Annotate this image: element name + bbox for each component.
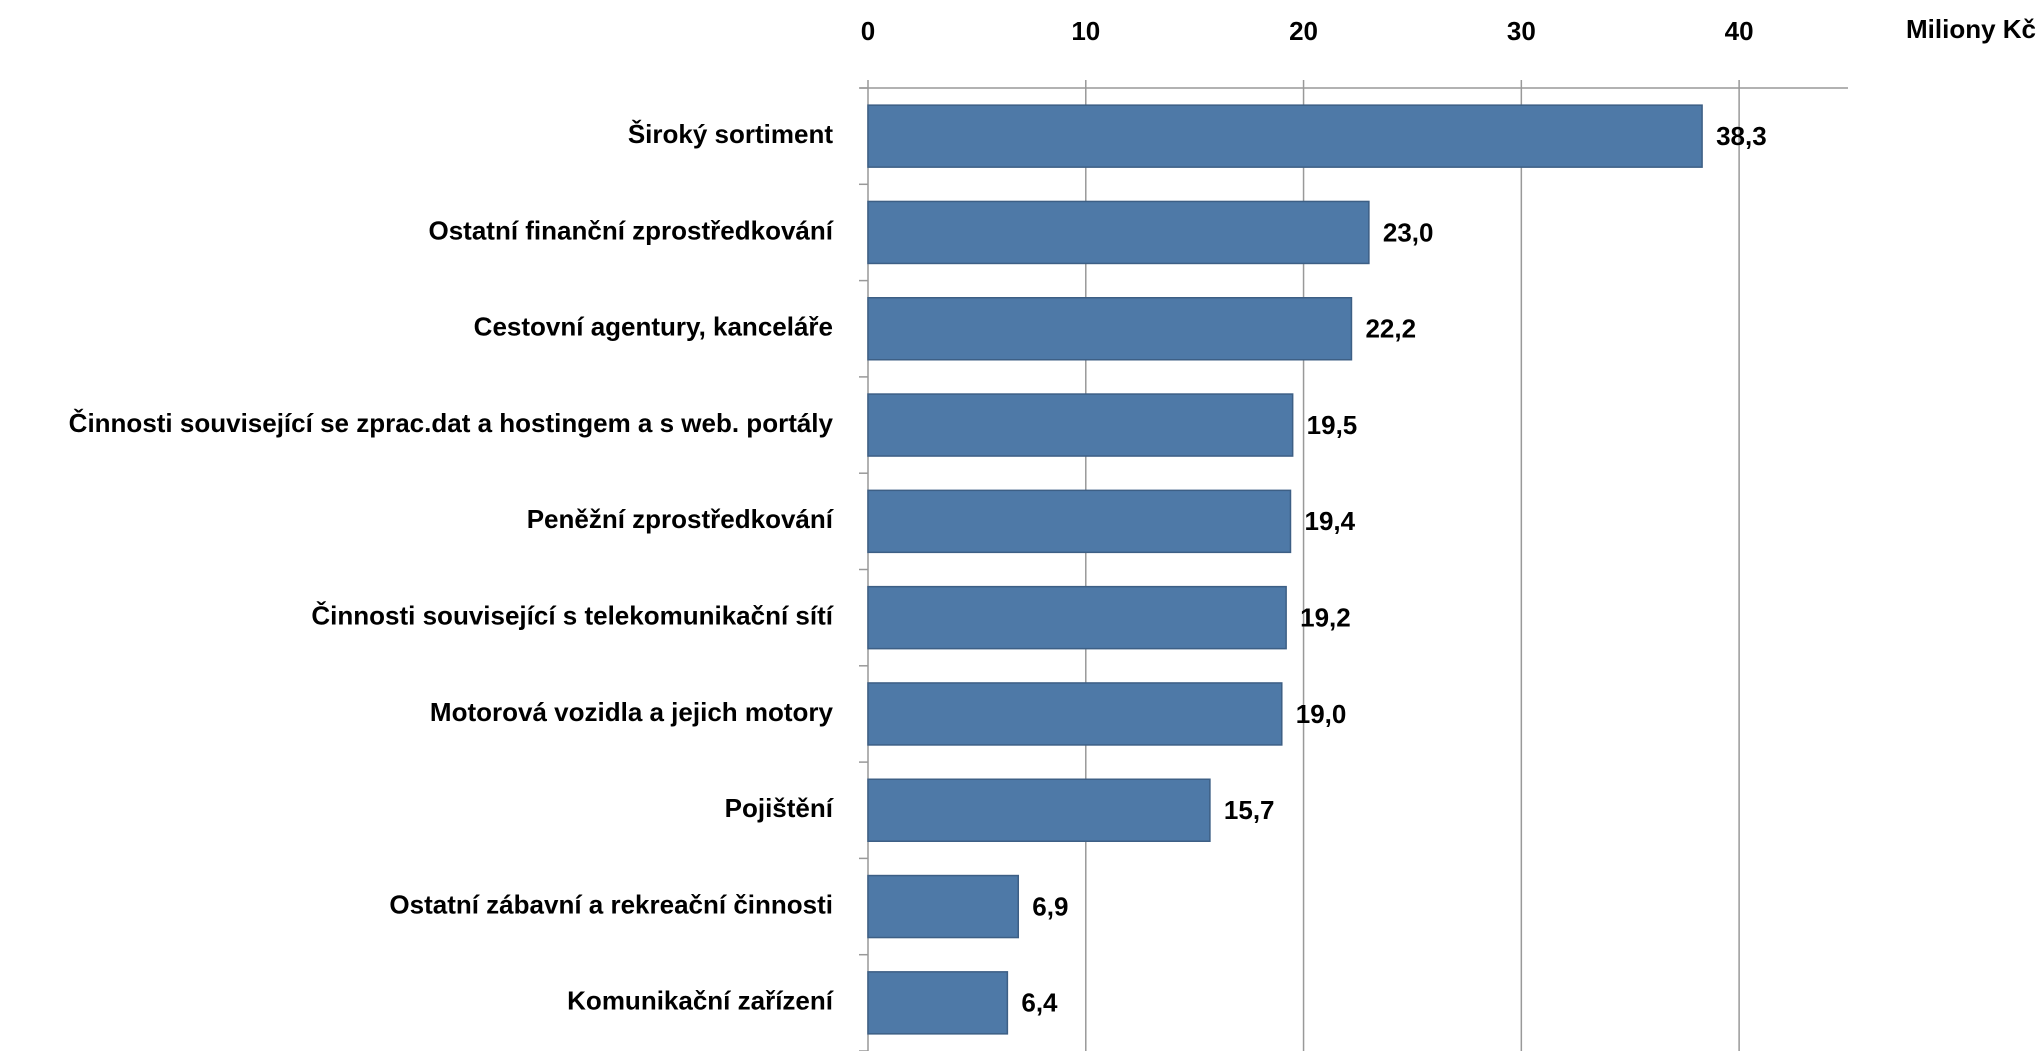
y-tick-label: Činnosti související s telekomunikační s… <box>311 601 833 631</box>
x-tick-label: 10 <box>1071 16 1100 46</box>
bar <box>867 585 1287 650</box>
bar <box>867 971 1009 1035</box>
y-tick-label: Peněžní zprostředkování <box>527 504 834 534</box>
value-label: 23,0 <box>1383 217 1434 247</box>
axis-unit-label: Miliony Kč <box>1906 14 2036 44</box>
value-label: 19,5 <box>1307 410 1358 440</box>
value-label: 19,2 <box>1300 603 1351 633</box>
y-tick-label: Cestovní agentury, kanceláře <box>474 312 833 342</box>
y-tick-label: Pojištění <box>725 793 834 823</box>
value-label: 22,2 <box>1365 314 1416 344</box>
bar <box>867 778 1211 842</box>
y-tick-label: Ostatní zábavní a rekreační činnosti <box>389 889 833 919</box>
y-tick-label: Široký sortiment <box>628 119 834 149</box>
y-tick-label: Motorová vozidla a jejich motory <box>430 697 834 727</box>
x-tick-label: 0 <box>861 16 875 46</box>
x-tick-label: 20 <box>1289 16 1318 46</box>
value-label: 38,3 <box>1716 121 1767 151</box>
bar <box>867 200 1370 265</box>
value-label: 19,0 <box>1296 699 1347 729</box>
bar <box>867 489 1292 554</box>
bar <box>867 104 1703 168</box>
bar <box>867 393 1294 457</box>
value-label: 6,4 <box>1021 988 1058 1018</box>
y-tick-label: Ostatní finanční zprostředkování <box>428 215 833 245</box>
bar <box>867 874 1020 939</box>
x-tick-label: 30 <box>1507 16 1536 46</box>
y-tick-label: Činnosti související se zprac.dat a host… <box>69 408 834 438</box>
y-tick-label: Komunikační zařízení <box>567 986 834 1016</box>
value-label: 15,7 <box>1224 795 1275 825</box>
value-label: 6,9 <box>1032 891 1068 921</box>
bar <box>867 297 1353 361</box>
x-tick-label: 40 <box>1725 16 1754 46</box>
value-label: 19,4 <box>1304 506 1355 536</box>
bar <box>867 682 1283 746</box>
